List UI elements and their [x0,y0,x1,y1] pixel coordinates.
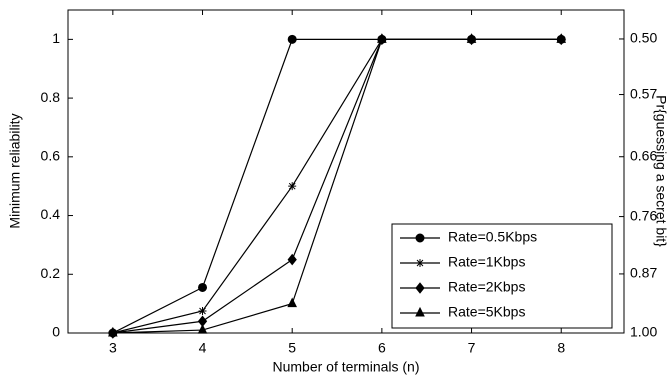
y-axis-label: Minimum reliability [7,113,23,228]
x-axis-label: Number of terminals (n) [272,359,419,375]
y2-tick-label: 0.76 [630,207,657,223]
plot-frame [67,9,625,334]
marker [377,33,387,43]
y-tick-label: 0.4 [41,206,61,222]
marker [197,323,208,334]
marker [198,306,207,315]
marker [556,33,567,43]
legend-label: Rate=5Kbps [448,304,525,320]
legend-label: Rate=0.5Kbps [448,229,537,245]
x-tick-label: 8 [557,340,565,356]
y-tick-label: 0.6 [41,148,61,164]
y2-axis-label: Pr{guessing a secret bit} [653,95,669,247]
y2-tick-label: 0.87 [630,265,657,281]
x-tick-label: 6 [378,340,386,356]
marker [466,33,477,43]
legend-marker [415,282,425,294]
x-tick-label: 3 [109,340,117,356]
legend-marker [415,233,425,243]
y2-tick-label: 0.57 [630,85,657,101]
x-tick-label: 4 [199,340,207,356]
y-tick-label: 0.2 [41,265,61,281]
x-tick-label: 7 [468,340,476,356]
legend-label: Rate=1Kbps [448,254,525,270]
y-tick-label: 1 [52,30,60,46]
legend-label: Rate=2Kbps [448,279,525,295]
marker [288,182,297,191]
legend-marker [416,259,424,267]
legend-box [391,223,613,329]
y2-tick-label: 0.66 [630,147,657,163]
y-tick-label: 0.8 [41,89,61,105]
marker [287,253,297,266]
y2-tick-label: 0.50 [630,30,657,46]
marker [287,34,297,44]
legend-marker [415,306,425,317]
x-tick-label: 5 [288,340,296,356]
marker [198,282,208,292]
y2-tick-label: 1.00 [630,324,657,340]
marker [108,326,118,337]
series-line [112,38,562,334]
y-tick-label: 0 [52,324,60,340]
marker [287,297,298,308]
